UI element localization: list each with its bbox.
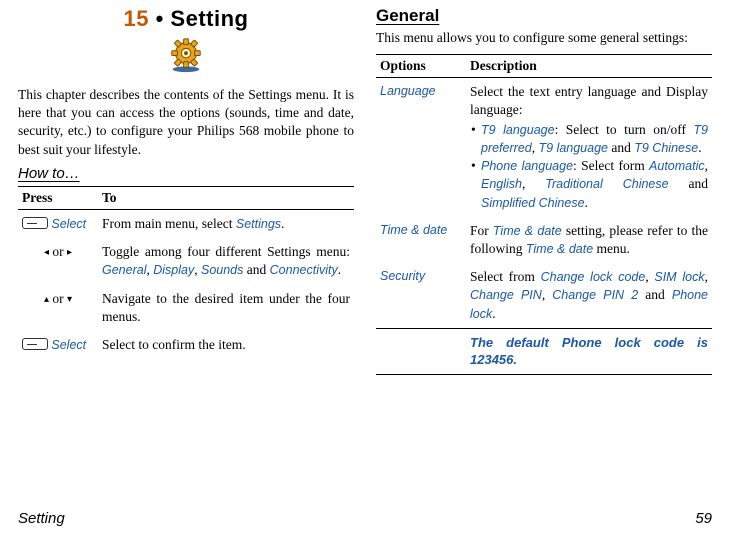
txt: For xyxy=(470,223,493,238)
description-cell: For Time & date setting, please refer to… xyxy=(466,217,712,263)
softkey-icon xyxy=(22,338,48,350)
link: Time & date xyxy=(493,224,562,238)
txt: . xyxy=(585,195,588,210)
footer-page-number: 59 xyxy=(695,510,712,527)
general-intro: This menu allows you to configure some g… xyxy=(376,29,712,47)
press-cell: ◂ or ▸ xyxy=(18,238,98,284)
link: Time & date xyxy=(526,242,593,256)
bullet-list: T9 language: Select to turn on/off T9 pr… xyxy=(470,121,708,212)
txt: menu. xyxy=(593,241,630,256)
table-row: Select From main menu, select Settings. xyxy=(18,209,354,238)
link: T9 language xyxy=(538,141,608,155)
txt: : Select to turn on/off xyxy=(555,122,694,137)
link: Change PIN 2 xyxy=(552,288,638,302)
option-cell: Security xyxy=(376,263,466,328)
to-pre: Toggle among four different Settings men… xyxy=(102,244,350,259)
howto-table: Press To Select From main menu, select S… xyxy=(18,186,354,359)
table-row: Language Select the text entry language … xyxy=(376,78,712,217)
txt: , xyxy=(705,158,708,173)
to-cell: Select to confirm the item. xyxy=(98,331,354,359)
footer-label: Setting xyxy=(18,510,65,527)
page-body: 15 • Setting xyxy=(0,0,730,375)
option-cell: Time & date xyxy=(376,217,466,263)
to-post: . xyxy=(338,262,341,277)
txt: and xyxy=(608,140,634,155)
chapter-title: 15 • Setting xyxy=(18,6,354,32)
note-row: The default Phone lock code is 123456. xyxy=(376,328,712,374)
howto-header-to: To xyxy=(98,186,354,209)
to-link: Sounds xyxy=(201,263,243,277)
txt: and xyxy=(638,287,672,302)
list-item: Phone language: Select form Automatic, E… xyxy=(470,157,708,212)
press-link: Select xyxy=(51,217,86,231)
txt: and xyxy=(669,176,708,191)
note-text: The default Phone lock code is 123456. xyxy=(466,328,712,374)
option-cell: Language xyxy=(376,78,466,217)
note-spacer xyxy=(376,328,466,374)
to-pre: From main menu, select xyxy=(102,216,236,231)
chapter-sep: • xyxy=(149,6,170,31)
chapter-intro: This chapter describes the contents of t… xyxy=(18,86,354,159)
link: T9 Chinese xyxy=(634,141,698,155)
desc-pre: Select the text entry language and Displ… xyxy=(470,84,708,117)
page-footer: Setting 59 xyxy=(18,510,712,527)
link: Change lock code xyxy=(541,270,646,284)
right-arrow-icon: ▸ xyxy=(67,247,72,258)
general-header-options: Options xyxy=(376,55,466,78)
txt: Select from xyxy=(470,269,541,284)
table-row: Security Select from Change lock code, S… xyxy=(376,263,712,328)
chapter-number: 15 xyxy=(124,6,149,31)
softkey-icon xyxy=(22,217,48,229)
to-link: General xyxy=(102,263,146,277)
txt: , xyxy=(705,269,708,284)
link: Change PIN xyxy=(470,288,542,302)
howto-header-row: Press To xyxy=(18,186,354,209)
press-or: or xyxy=(49,244,67,259)
press-cell: Select xyxy=(18,209,98,238)
txt: . xyxy=(698,140,701,155)
link: Phone language xyxy=(481,159,573,173)
link: English xyxy=(481,177,522,191)
table-row: ◂ or ▸ Toggle among four different Setti… xyxy=(18,238,354,284)
link: Simplified Chinese xyxy=(481,196,585,210)
press-cell: Select xyxy=(18,331,98,359)
general-table: Options Description Language Select the … xyxy=(376,54,712,375)
txt: , xyxy=(542,287,552,302)
down-arrow-icon: ▾ xyxy=(67,294,72,305)
txt: . xyxy=(492,306,495,321)
txt: : Select form xyxy=(573,158,649,173)
press-or: or xyxy=(49,291,67,306)
general-heading: General xyxy=(376,6,712,26)
to-cell: Navigate to the desired item under the f… xyxy=(98,285,354,331)
table-row: Time & date For Time & date setting, ple… xyxy=(376,217,712,263)
to-link: Display xyxy=(153,263,194,277)
description-cell: Select from Change lock code, SIM lock, … xyxy=(466,263,712,328)
to-post: . xyxy=(281,216,284,231)
link: T9 language xyxy=(481,123,555,137)
press-link: Select xyxy=(51,338,86,352)
to-cell: Toggle among four different Settings men… xyxy=(98,238,354,284)
list-item: T9 language: Select to turn on/off T9 pr… xyxy=(470,121,708,157)
howto-header-press: Press xyxy=(18,186,98,209)
to-link: Connectivity xyxy=(270,263,338,277)
table-row: Select Select to confirm the item. xyxy=(18,331,354,359)
sep: , xyxy=(194,262,201,277)
to-link: Settings xyxy=(236,217,281,231)
description-cell: Select the text entry language and Displ… xyxy=(466,78,712,217)
howto-heading: How to… xyxy=(18,165,354,182)
table-row: ▴ or ▾ Navigate to the desired item unde… xyxy=(18,285,354,331)
right-column: General This menu allows you to configur… xyxy=(376,6,712,375)
general-header-row: Options Description xyxy=(376,55,712,78)
link: Traditional Chinese xyxy=(545,177,668,191)
sep: and xyxy=(243,262,269,277)
to-cell: From main menu, select Settings. xyxy=(98,209,354,238)
txt: , xyxy=(522,176,545,191)
link: Automatic xyxy=(649,159,705,173)
general-header-description: Description xyxy=(466,55,712,78)
press-cell: ▴ or ▾ xyxy=(18,285,98,331)
link: SIM lock xyxy=(654,270,704,284)
settings-gear-icon xyxy=(18,36,354,78)
chapter-name: Setting xyxy=(170,6,248,31)
left-column: 15 • Setting xyxy=(18,6,354,375)
